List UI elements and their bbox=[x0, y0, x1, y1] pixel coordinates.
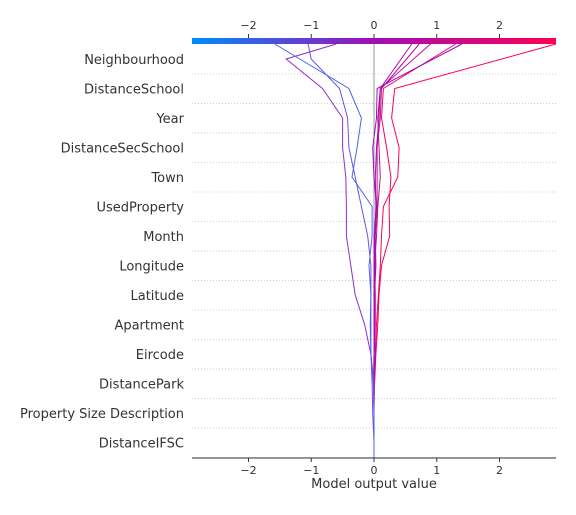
color-bar-gradient bbox=[192, 38, 556, 44]
feature-label: Town bbox=[150, 171, 184, 186]
feature-label: Property Size Description bbox=[20, 407, 184, 422]
feature-label: Neighbourhood bbox=[84, 53, 184, 68]
feature-label: Eircode bbox=[136, 348, 184, 363]
top-tick-label: 0 bbox=[371, 19, 378, 32]
top-tick-label: −2 bbox=[240, 19, 256, 32]
series-line bbox=[274, 43, 375, 458]
feature-label: DistanceSecSchool bbox=[61, 142, 184, 157]
x-tick-label: 2 bbox=[496, 464, 503, 477]
top-tick-label: −1 bbox=[303, 19, 319, 32]
feature-label: Latitude bbox=[130, 289, 184, 304]
feature-label: Month bbox=[143, 230, 184, 245]
feature-label: Year bbox=[155, 112, 184, 127]
x-tick-label: −2 bbox=[240, 464, 256, 477]
color-bar bbox=[192, 38, 556, 44]
x-tick-label: 1 bbox=[433, 464, 440, 477]
feature-label: DistanceIFSC bbox=[99, 437, 184, 452]
top-tick-label: 1 bbox=[433, 19, 440, 32]
top-tick-label: 2 bbox=[496, 19, 503, 32]
x-axis: −2 −2 −1 −1 0 0 1 1 2 2 bbox=[192, 19, 556, 477]
x-tick-label: −1 bbox=[303, 464, 319, 477]
feature-label: DistanceSchool bbox=[84, 83, 184, 98]
grid-lines bbox=[192, 73, 556, 458]
x-axis-label: Model output value bbox=[311, 477, 437, 492]
x-tick-label: 0 bbox=[371, 464, 378, 477]
series-lines bbox=[274, 43, 557, 458]
series-line bbox=[307, 43, 375, 458]
feature-label: Longitude bbox=[119, 260, 184, 275]
feature-label: Apartment bbox=[114, 319, 184, 334]
feature-labels: Neighbourhood DistanceSchool Year DistanceS… bbox=[20, 53, 185, 452]
feature-label: DistancePark bbox=[99, 378, 184, 393]
feature-label: UsedProperty bbox=[96, 201, 184, 216]
